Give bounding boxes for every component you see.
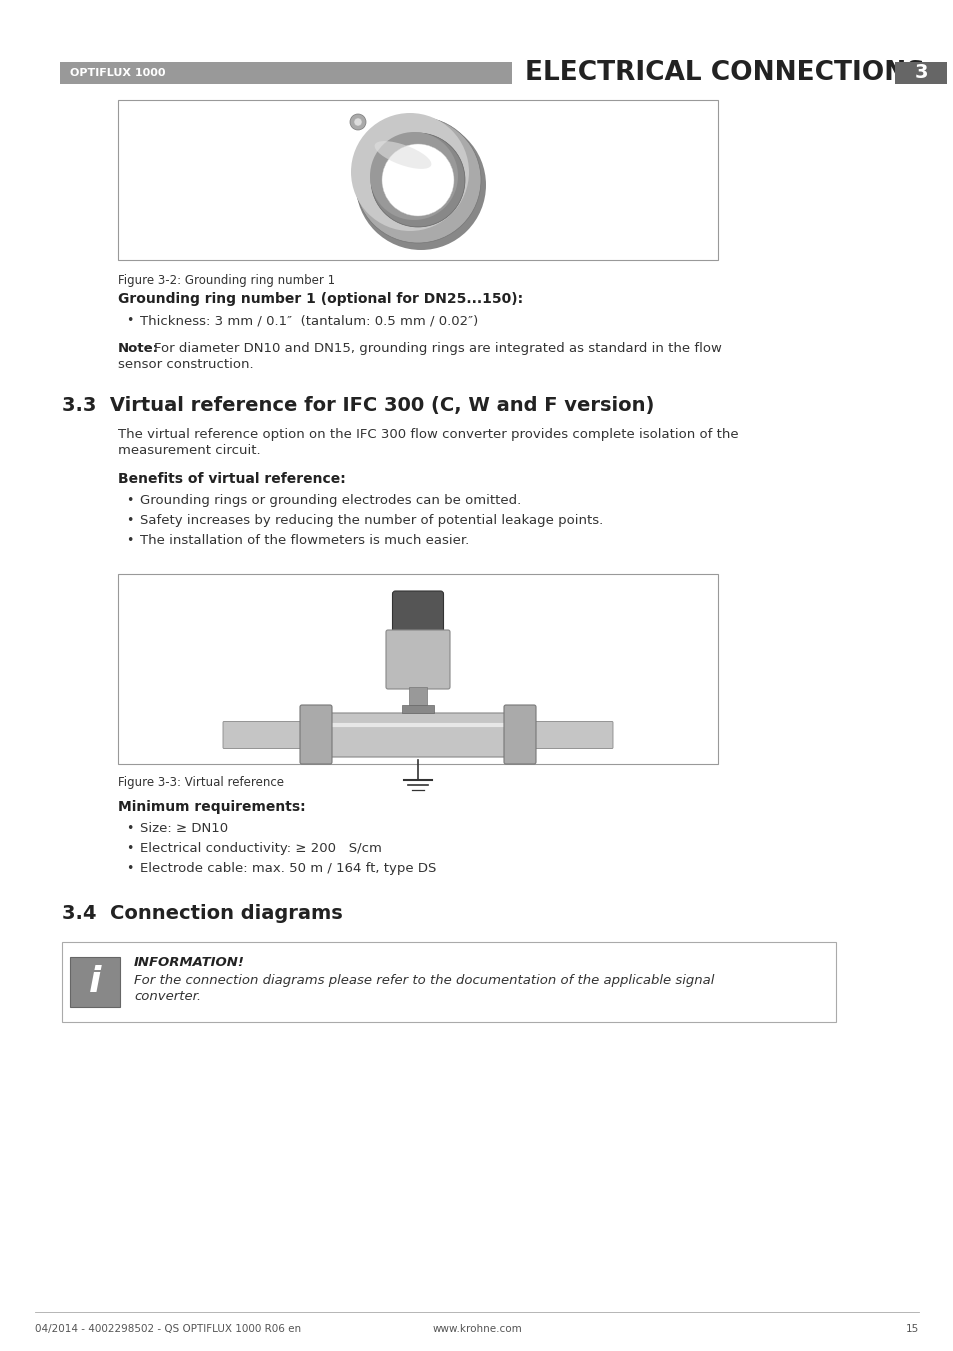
Text: Figure 3-2: Grounding ring number 1: Figure 3-2: Grounding ring number 1 — [118, 274, 335, 286]
Text: i: i — [89, 965, 101, 998]
Text: Grounding ring number 1 (optional for DN25...150):: Grounding ring number 1 (optional for DN… — [118, 292, 522, 305]
Text: 3.3  Virtual reference for IFC 300 (C, W and F version): 3.3 Virtual reference for IFC 300 (C, W … — [62, 396, 654, 415]
Text: •: • — [126, 534, 133, 547]
Ellipse shape — [381, 145, 454, 216]
Text: •: • — [126, 862, 133, 875]
Text: Minimum requirements:: Minimum requirements: — [118, 800, 305, 815]
Text: sensor construction.: sensor construction. — [118, 358, 253, 372]
Text: Electrical conductivity: ≥ 200   S/cm: Electrical conductivity: ≥ 200 S/cm — [140, 842, 381, 855]
Text: Grounding rings or grounding electrodes can be omitted.: Grounding rings or grounding electrodes … — [140, 494, 520, 507]
Text: OPTIFLUX 1000: OPTIFLUX 1000 — [70, 68, 165, 78]
Text: •: • — [126, 313, 133, 327]
Text: •: • — [126, 494, 133, 507]
Ellipse shape — [355, 118, 480, 243]
FancyBboxPatch shape — [503, 705, 536, 765]
Ellipse shape — [351, 113, 469, 231]
Text: 04/2014 - 4002298502 - QS OPTIFLUX 1000 R06 en: 04/2014 - 4002298502 - QS OPTIFLUX 1000 … — [35, 1324, 301, 1333]
FancyBboxPatch shape — [386, 630, 450, 689]
Bar — [894, 62, 946, 84]
Text: www.krohne.com: www.krohne.com — [432, 1324, 521, 1333]
Text: Electrode cable: max. 50 m / 164 ft, type DS: Electrode cable: max. 50 m / 164 ft, typ… — [140, 862, 436, 875]
Ellipse shape — [350, 113, 366, 130]
Text: •: • — [126, 842, 133, 855]
Text: converter.: converter. — [133, 990, 201, 1002]
Bar — [401, 705, 434, 713]
FancyBboxPatch shape — [299, 705, 332, 765]
Text: 3: 3 — [913, 63, 926, 82]
Text: measurement circuit.: measurement circuit. — [118, 444, 260, 457]
Text: The virtual reference option on the IFC 300 flow converter provides complete iso: The virtual reference option on the IFC … — [118, 428, 738, 440]
Text: 3.4  Connection diagrams: 3.4 Connection diagrams — [62, 904, 342, 923]
FancyBboxPatch shape — [392, 590, 443, 635]
Text: •: • — [126, 821, 133, 835]
Text: Safety increases by reducing the number of potential leakage points.: Safety increases by reducing the number … — [140, 513, 602, 527]
Bar — [62, 942, 835, 1021]
Ellipse shape — [371, 132, 464, 227]
Text: •: • — [126, 513, 133, 527]
Text: Thickness: 3 mm / 0.1″  (tantalum: 0.5 mm / 0.02″): Thickness: 3 mm / 0.1″ (tantalum: 0.5 mm… — [140, 313, 477, 327]
Text: ELECTRICAL CONNECTIONS: ELECTRICAL CONNECTIONS — [524, 59, 924, 86]
Text: Figure 3-3: Virtual reference: Figure 3-3: Virtual reference — [118, 775, 284, 789]
Bar — [409, 688, 427, 705]
Text: Benefits of virtual reference:: Benefits of virtual reference: — [118, 471, 345, 486]
Bar — [60, 62, 512, 84]
Text: The installation of the flowmeters is much easier.: The installation of the flowmeters is mu… — [140, 534, 469, 547]
Text: For diameter DN10 and DN15, grounding rings are integrated as standard in the fl: For diameter DN10 and DN15, grounding ri… — [153, 342, 721, 355]
Text: Size: ≥ DN10: Size: ≥ DN10 — [140, 821, 228, 835]
Text: For the connection diagrams please refer to the documentation of the applicable : For the connection diagrams please refer… — [133, 974, 714, 988]
Text: 15: 15 — [904, 1324, 918, 1333]
Bar — [118, 100, 718, 259]
FancyBboxPatch shape — [531, 721, 613, 748]
FancyBboxPatch shape — [223, 721, 305, 748]
Text: INFORMATION!: INFORMATION! — [133, 957, 245, 969]
Ellipse shape — [370, 132, 457, 220]
Ellipse shape — [354, 118, 361, 126]
Bar — [70, 957, 120, 1006]
Ellipse shape — [375, 141, 431, 169]
Ellipse shape — [355, 120, 485, 250]
Bar — [118, 574, 718, 765]
Text: Note:: Note: — [118, 342, 159, 355]
FancyBboxPatch shape — [326, 713, 510, 757]
